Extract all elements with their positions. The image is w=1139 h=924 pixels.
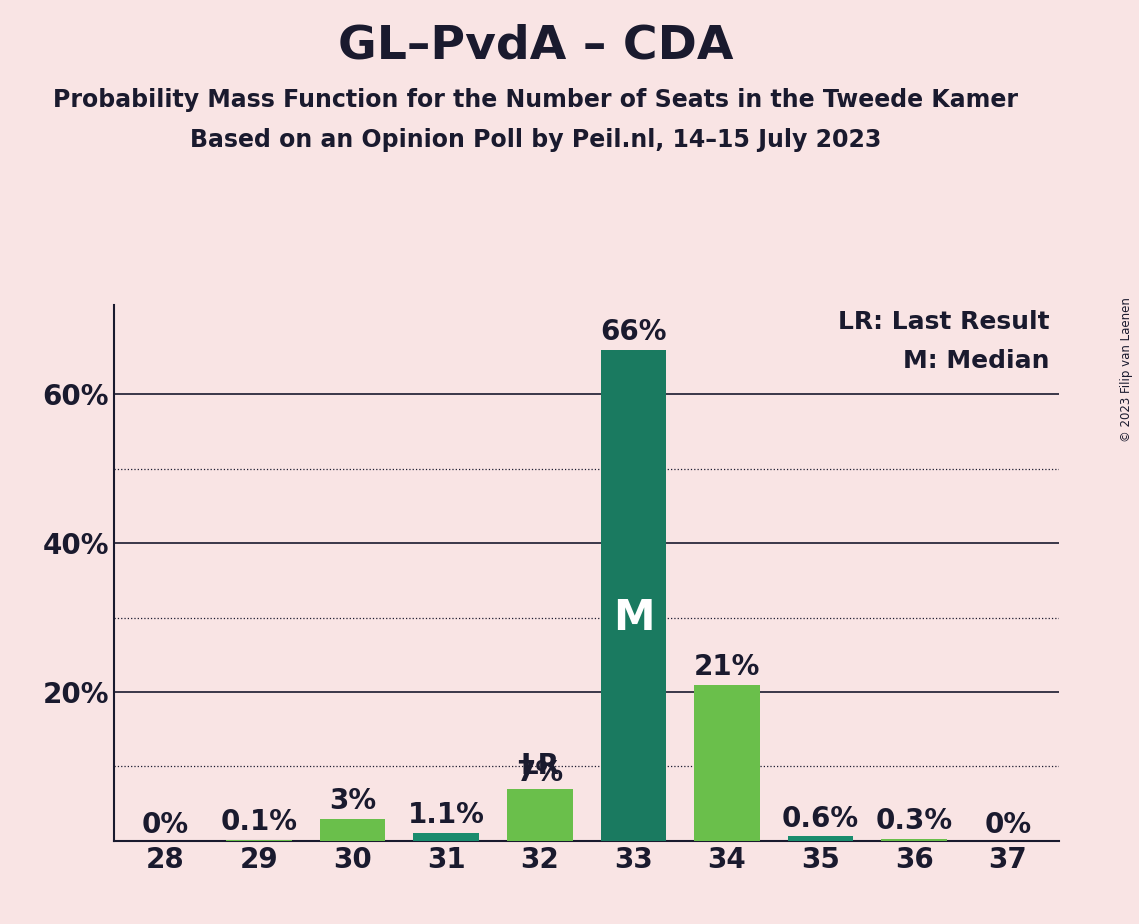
Text: 0.6%: 0.6%: [782, 805, 859, 833]
Text: LR: LR: [521, 752, 559, 780]
Text: © 2023 Filip van Laenen: © 2023 Filip van Laenen: [1121, 298, 1133, 442]
Text: Based on an Opinion Poll by Peil.nl, 14–15 July 2023: Based on an Opinion Poll by Peil.nl, 14–…: [189, 128, 882, 152]
Bar: [695, 685, 760, 841]
Text: 1.1%: 1.1%: [408, 801, 484, 829]
Bar: [788, 836, 853, 841]
Text: 0.1%: 0.1%: [221, 808, 297, 836]
Text: Probability Mass Function for the Number of Seats in the Tweede Kamer: Probability Mass Function for the Number…: [52, 88, 1018, 112]
Bar: [600, 349, 666, 841]
Text: M: M: [613, 597, 654, 638]
Text: LR: Last Result
M: Median: LR: Last Result M: Median: [838, 310, 1050, 373]
Bar: [507, 789, 573, 841]
Text: 7%: 7%: [516, 759, 564, 786]
Bar: [882, 839, 947, 841]
Text: 0%: 0%: [984, 810, 1031, 839]
Text: 66%: 66%: [600, 318, 666, 346]
Text: 0.3%: 0.3%: [876, 807, 952, 835]
Bar: [413, 833, 478, 841]
Text: GL–PvdA – CDA: GL–PvdA – CDA: [337, 23, 734, 68]
Text: 3%: 3%: [329, 787, 376, 815]
Bar: [320, 819, 385, 841]
Text: 0%: 0%: [142, 810, 189, 839]
Text: 21%: 21%: [694, 653, 760, 681]
